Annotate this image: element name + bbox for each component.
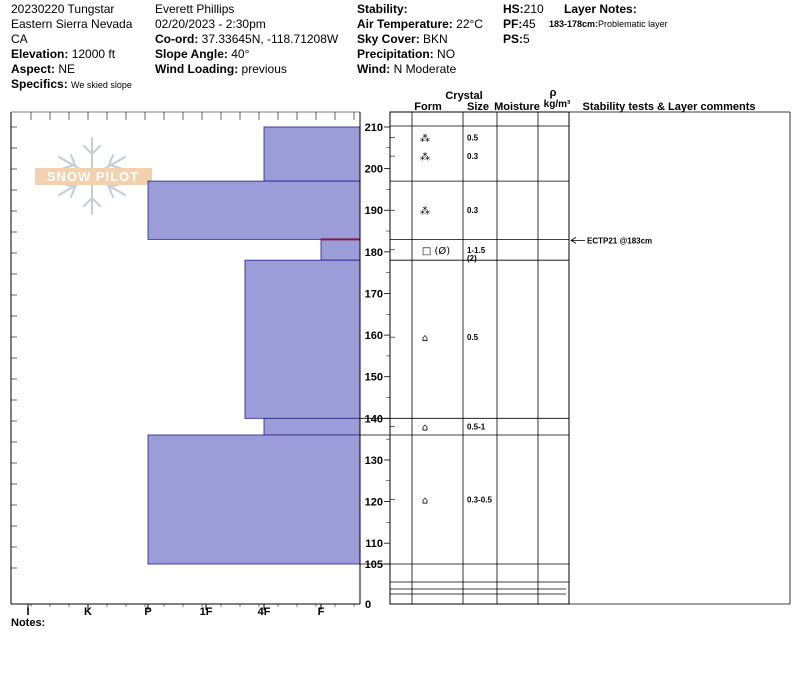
layer-bar-1 (147, 180, 361, 240)
y-tick-label: 105 (365, 559, 383, 571)
crystal-size-1: 0.3 (467, 152, 479, 161)
logo-band (35, 168, 152, 185)
x-tick-label: I (26, 606, 29, 618)
layer-bar-0 (263, 126, 361, 182)
wind-row: Wind: N Moderate (357, 62, 457, 76)
layer-bar-3 (244, 259, 361, 419)
observer-name: Everett Phillips (155, 2, 235, 16)
layer-notes-title: Layer Notes: (564, 2, 637, 16)
crystal-form-5: ⌂ (422, 423, 428, 434)
density-unit-header: kg/m³ (544, 99, 571, 110)
site-title: 20230220 Tungstar (11, 2, 115, 16)
chart-frame (10, 111, 361, 605)
table-frame (389, 111, 570, 605)
y-tick-label: 210 (365, 122, 383, 134)
x-tick-label: P (144, 606, 151, 618)
crystal-form-0: ⁂ (420, 132, 430, 144)
crystal-form-4: ⌂ (422, 333, 428, 344)
size-header: Size (467, 101, 489, 113)
y-tick-label: 120 (365, 497, 383, 509)
y-tick-label: 200 (365, 164, 383, 176)
layer-bar-5 (147, 434, 361, 565)
range-name: Eastern Sierra Nevada (11, 17, 133, 31)
x-tick-label: 4F (258, 606, 271, 618)
layer-notes: Layer Notes: 183-178cm:Problematic layer (549, 2, 668, 32)
elevation-row: Elevation: 12000 ft (11, 47, 116, 61)
crystal-size-5: 0.5-1 (467, 423, 486, 432)
test-arrow-head-0 (570, 237, 577, 244)
layer-note-1: 183-178cm:Problematic layer (549, 19, 668, 29)
stability-row: Stability: (357, 2, 408, 16)
rho-header: ρ (550, 87, 557, 99)
crystal-size-4: 0.5 (467, 333, 479, 342)
y-tick-label: 130 (365, 455, 383, 467)
y-tick-label: 180 (365, 247, 383, 259)
crystal-table: ⁂ 0.5 ⁂ 0.3 ⁂ 0.3 □ (Ø) 1-1.5(2) ⌂ 0.5 ⌂ 0.5-1 ⌂ 0.3-… (360, 111, 791, 605)
moisture-header: Moisture (494, 101, 540, 113)
crystal-form-2: ⁂ (420, 205, 430, 217)
logo-text: SNOW PILOT (47, 169, 139, 184)
stability-test-0: ECTP21 @183cm (587, 236, 652, 245)
state-name: CA (11, 32, 28, 46)
snowpilot-logo: SNOW PILOT (35, 137, 152, 215)
header-col-weather: Stability: Air Temperature: 22°C Sky Cov… (357, 2, 483, 77)
observation-datetime: 02/20/2023 - 2:30pm (155, 17, 266, 31)
crystal-form-1: ⁂ (420, 151, 430, 163)
form-header: Form (414, 101, 442, 113)
notes-label: Notes: (11, 617, 45, 629)
comments-header: Stability tests & Layer comments (582, 101, 755, 113)
y-tick-label: 160 (365, 330, 383, 342)
coord-row: Co-ord: 37.33645N, -118.71208W (155, 32, 339, 46)
x-tick-label: F (318, 606, 325, 618)
layer-bar-4 (263, 417, 361, 436)
crystal-size-6: 0.3-0.5 (467, 495, 492, 504)
crystal-size-0: 0.5 (467, 133, 479, 142)
layer-bar-2 (320, 238, 361, 261)
crystal-size-2: 0.3 (467, 206, 479, 215)
header-col-location: 20230220 Tungstar Eastern Sierra Nevada … (11, 2, 132, 93)
pf-row: PF:45 (503, 17, 536, 31)
crystal-header: Crystal (445, 90, 482, 102)
hs-row: HS:210 (503, 2, 544, 16)
slope-row: Slope Angle: 40° (155, 47, 250, 61)
wind-loading-row: Wind Loading: previous (155, 62, 287, 76)
hardness-profile (147, 126, 361, 565)
crystal-size-3: 1-1.5 (467, 246, 486, 255)
y-tick-label: 140 (365, 413, 383, 425)
y-tick-label: 190 (365, 205, 383, 217)
specifics-row: Specifics: We skied slope (11, 77, 132, 91)
y-tick-label: 150 (365, 372, 383, 384)
crystal-form-6: ⌂ (422, 495, 428, 506)
crystal-size-extra-3: (2) (467, 254, 477, 263)
aspect-row: Aspect: NE (11, 62, 76, 76)
hardness-axis: I K P 1F 4F F (26, 604, 355, 618)
header-col-depths: HS:210 PF:45 PS:5 (503, 2, 544, 47)
sky-row: Sky Cover: BKN (357, 32, 448, 46)
x-tick-label: K (84, 606, 92, 618)
height-axis: 105 110 120 130 140 150 160 170 180 190 200 210 0 (365, 122, 390, 611)
y-zero-label: 0 (365, 599, 371, 611)
ps-row: PS:5 (503, 32, 530, 46)
header-col-observer: Everett Phillips 02/20/2023 - 2:30pm Co-… (155, 2, 338, 77)
x-tick-label: 1F (200, 606, 213, 618)
air-temp-row: Air Temperature: 22°C (357, 17, 483, 31)
y-tick-label: 170 (365, 288, 383, 300)
y-tick-label: 110 (365, 538, 383, 550)
crystal-form-3: □ (Ø) (422, 245, 450, 257)
precip-row: Precipitation: NO (357, 47, 456, 61)
